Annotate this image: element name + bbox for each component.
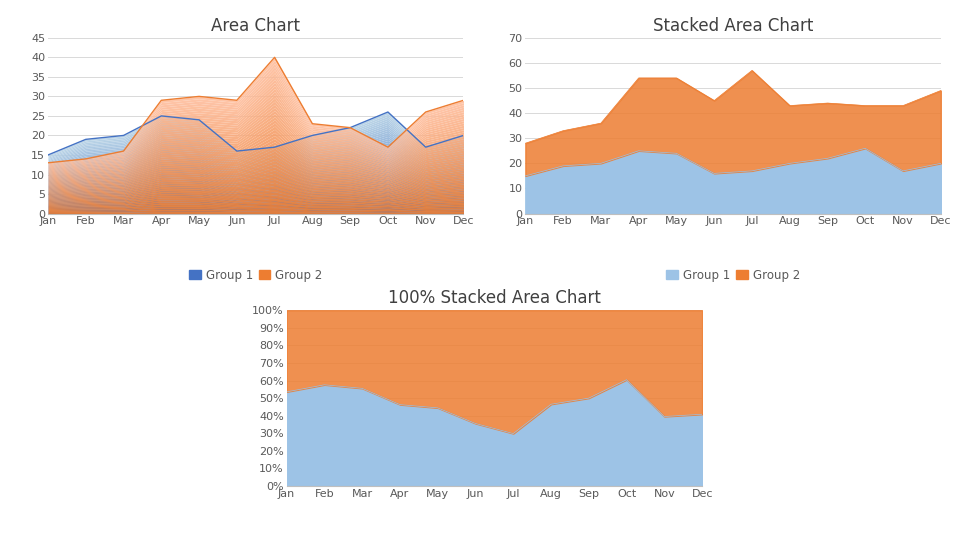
Title: Area Chart: Area Chart [211,17,300,35]
Legend: Group 1, Group 2: Group 1, Group 2 [666,269,800,282]
Legend: Group 1, Group 2: Group 1, Group 2 [189,269,323,282]
Title: 100% Stacked Area Chart: 100% Stacked Area Chart [388,289,601,307]
Title: Stacked Area Chart: Stacked Area Chart [653,17,813,35]
